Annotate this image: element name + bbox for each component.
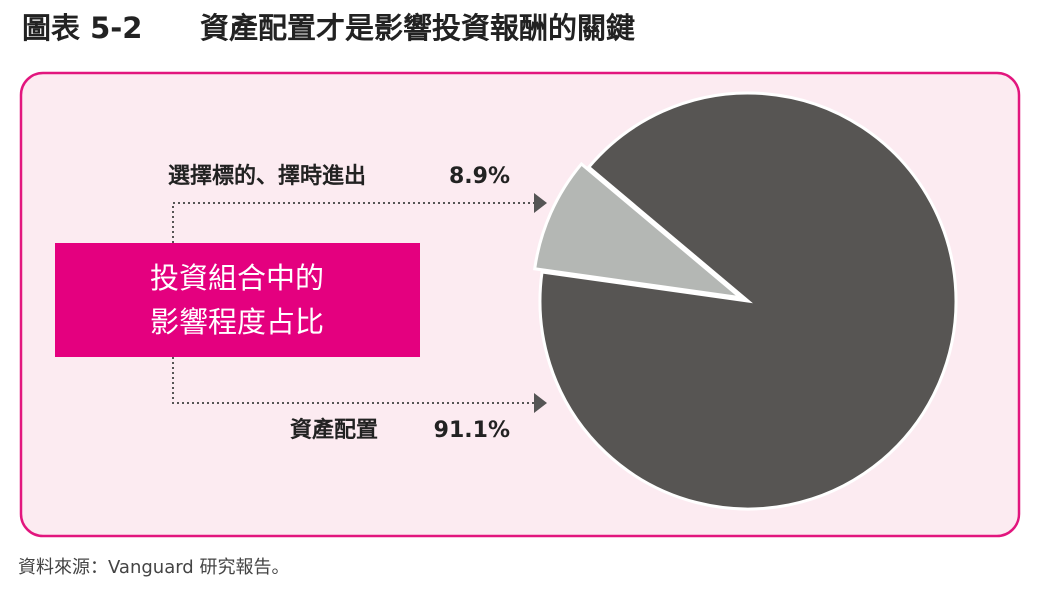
figure-label: 圖表 5-2 <box>22 11 143 45</box>
slice-label: 資產配置 <box>290 417 378 443</box>
value-label: 8.9% <box>449 164 510 189</box>
center-box <box>55 243 420 357</box>
center-label: 投資組合中的 <box>150 261 324 295</box>
pie-slice <box>533 161 746 300</box>
value-label: 91.1% <box>434 418 510 443</box>
source: 資料來源：Vanguard 研究報告。 <box>18 557 289 578</box>
pie-slice <box>538 91 958 511</box>
chart-title: 資產配置才是影響投資報酬的關鍵 <box>200 11 635 45</box>
slice-label: 選擇標的、擇時進出 <box>168 163 366 189</box>
center-label: 影響程度占比 <box>150 305 324 339</box>
connector <box>172 202 534 404</box>
